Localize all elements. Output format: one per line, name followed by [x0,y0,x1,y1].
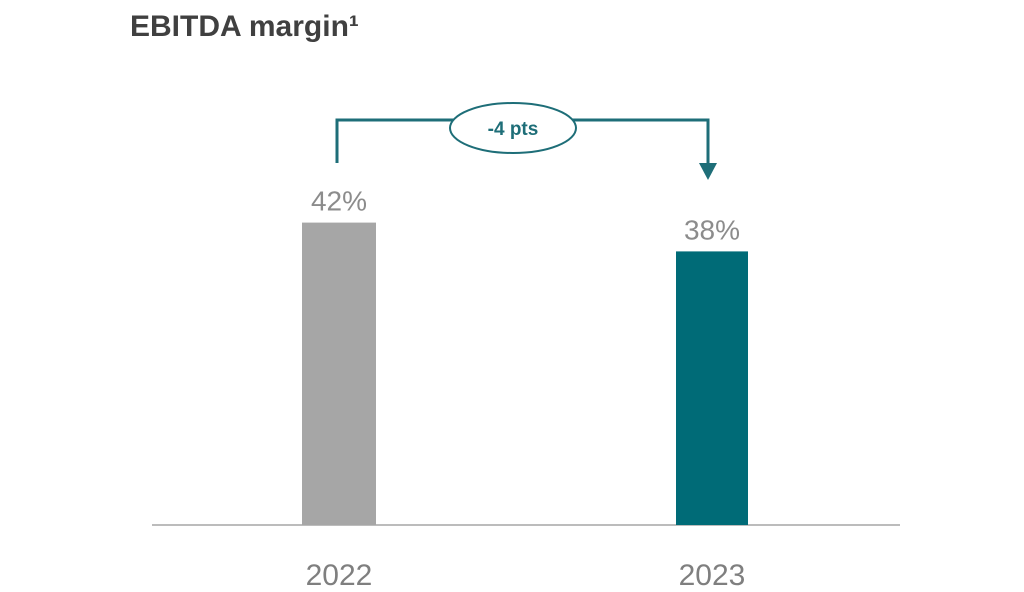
chart-title: EBITDA margin¹ [130,10,359,43]
bar-2022 [302,222,376,525]
change-annotation: -4 pts [335,102,717,180]
annotation-label: -4 pts [488,119,539,140]
annotation-ellipse [449,102,577,154]
category-label: 2022 [306,559,373,592]
bar-2023 [676,251,748,525]
value-label: 42% [311,186,367,217]
category-label: 2023 [679,559,746,592]
value-label: 38% [684,214,740,245]
arrow-down-icon [699,163,717,180]
